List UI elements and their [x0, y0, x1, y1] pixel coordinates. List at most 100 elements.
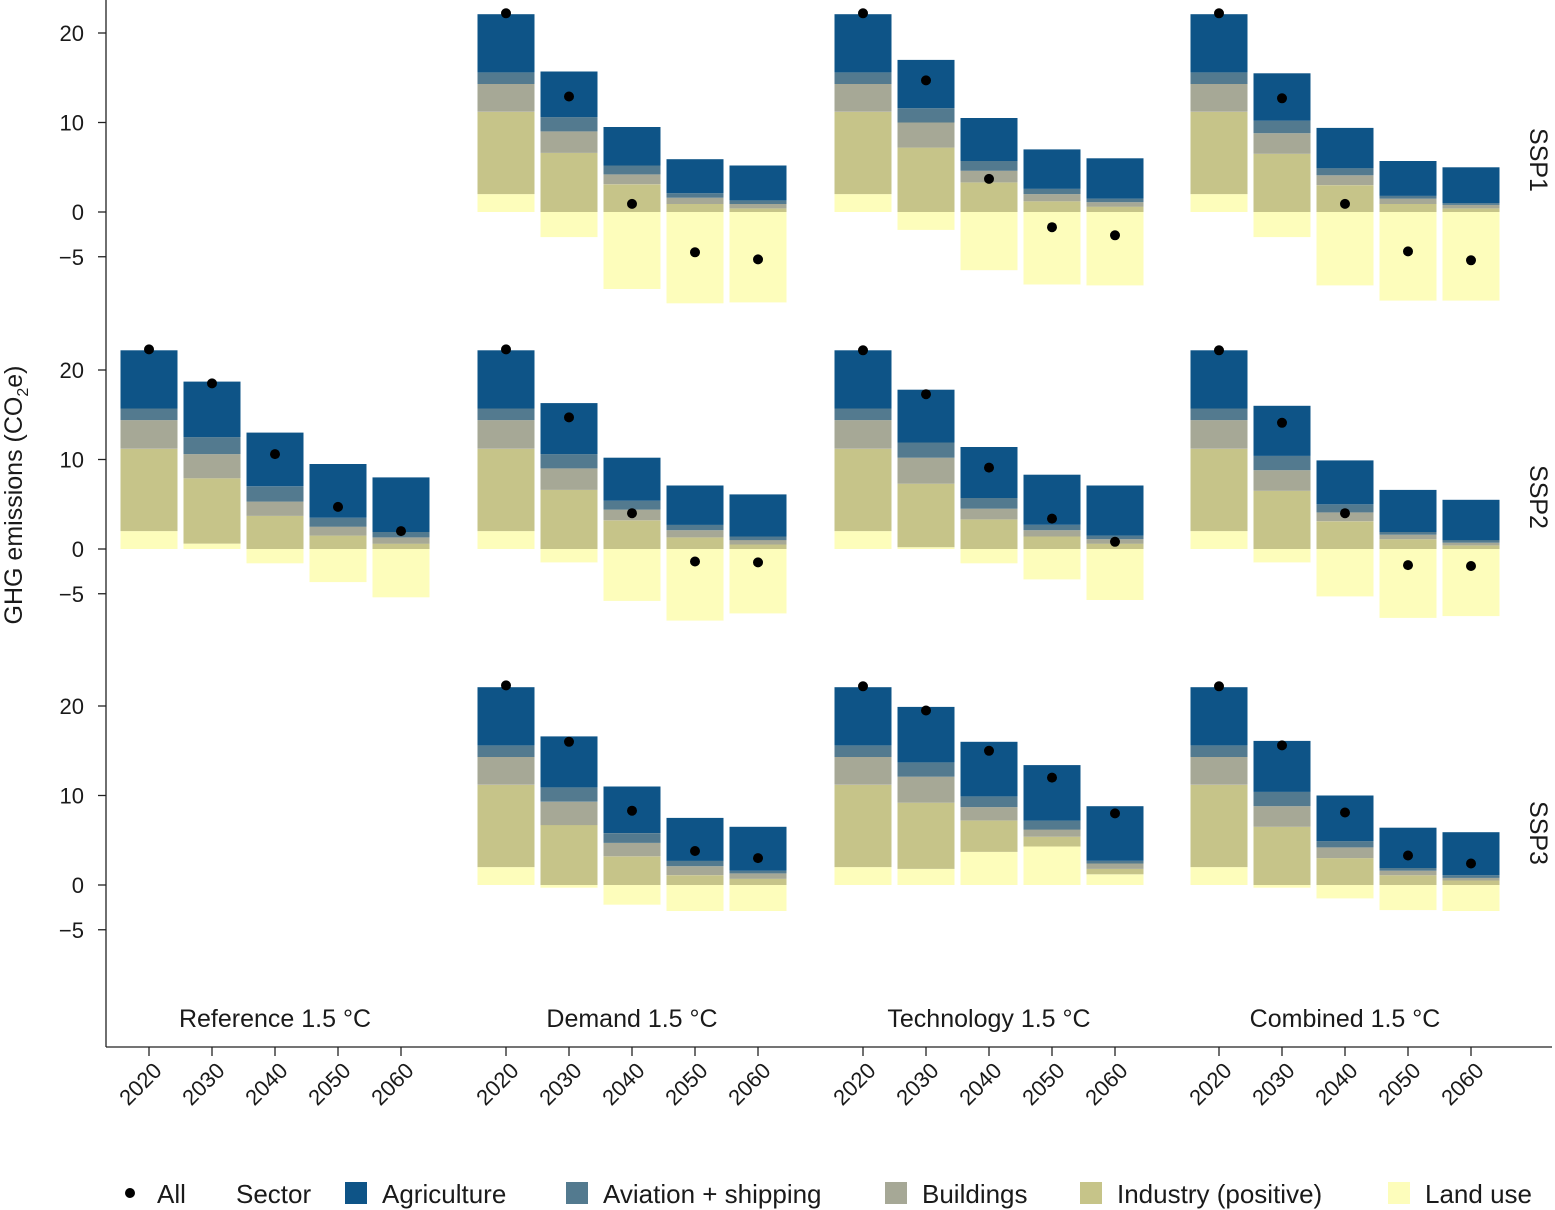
- all-point-ssp2-2040: [1340, 508, 1350, 519]
- bar-segment-land-ssp1-2050: [666, 212, 724, 304]
- y-tick-label: 0: [72, 537, 84, 562]
- legend-sector-heading: Sector: [236, 1179, 311, 1209]
- bar-segment-buildings-ssp3-2020: [834, 757, 892, 785]
- bar-segment-buildings-ssp2-2030: [540, 468, 598, 490]
- bar-segment-aviation-ssp1-2040: [603, 165, 661, 175]
- all-point-ssp2-2030: [921, 389, 931, 400]
- bar-segment-agriculture-ssp2-2040: [246, 432, 304, 487]
- all-point-ssp2-2050: [1047, 513, 1057, 524]
- bar-segment-land-ssp3-2060: [1442, 885, 1500, 911]
- bar-segment-aviation-ssp3-2050: [1379, 868, 1437, 871]
- x-tick-label: 2060: [1080, 1058, 1132, 1110]
- bar-segment-land-ssp1-2030: [1253, 212, 1311, 238]
- bar-segment-industry-ssp2-2050: [309, 535, 367, 549]
- row-label-ssp3: SSP3: [1524, 801, 1552, 865]
- x-tick-label: 2040: [1310, 1058, 1362, 1110]
- points-layer: [144, 8, 1476, 869]
- bar-segment-buildings-ssp1-2050: [666, 197, 724, 204]
- y-tick-label: −5: [59, 918, 84, 943]
- bar-segment-buildings-ssp1-2050: [1023, 194, 1081, 202]
- bar-segment-aviation-ssp3-2040: [1316, 841, 1374, 848]
- bar-segment-land-ssp3-2050: [1379, 885, 1437, 911]
- bar-segment-industry-ssp2-2050: [1379, 539, 1437, 549]
- all-point-ssp3-2040: [984, 745, 994, 756]
- y-tick-label: −5: [59, 245, 84, 270]
- all-point-ssp2-2030: [207, 378, 217, 389]
- bar-segment-agriculture-ssp3-2060: [1442, 832, 1500, 876]
- all-point-ssp1-2050: [690, 247, 700, 258]
- y-tick-label: −5: [59, 582, 84, 607]
- bar-segment-buildings-ssp2-2020: [834, 420, 892, 449]
- bar-segment-land-ssp2-2040: [1316, 549, 1374, 597]
- y-tick-label: 20: [60, 358, 84, 383]
- row-label-ssp1: SSP1: [1524, 128, 1552, 192]
- bar-segment-industry-ssp3-2050: [666, 875, 724, 885]
- x-tick-label: 2020: [114, 1058, 166, 1110]
- bar-segment-aviation-ssp2-2040: [960, 498, 1018, 509]
- bar-segment-industry-ssp1-2020: [477, 111, 535, 195]
- bar-segment-aviation-ssp3-2040: [960, 796, 1018, 808]
- all-point-ssp3-2050: [1047, 772, 1057, 783]
- legend-all-label: All: [157, 1179, 186, 1209]
- bar-segment-industry-ssp3-2020: [1190, 784, 1248, 868]
- bar-segment-buildings-ssp1-2060: [1086, 202, 1144, 207]
- bar-segment-land-ssp2-2020: [120, 531, 178, 549]
- bar-segment-buildings-ssp2-2050: [1379, 534, 1437, 540]
- bar-segment-land-ssp3-2020: [834, 867, 892, 885]
- bar-segment-buildings-ssp1-2030: [540, 131, 598, 153]
- all-point-ssp2-2020: [1214, 345, 1224, 356]
- all-point-ssp2-2060: [1110, 536, 1120, 547]
- bar-segment-agriculture-ssp2-2020: [477, 350, 535, 409]
- bar-segment-agriculture-ssp1-2050: [1379, 161, 1437, 196]
- bar-segment-agriculture-ssp2-2060: [729, 494, 787, 537]
- bar-segment-buildings-ssp2-2030: [183, 454, 241, 479]
- bar-segment-land-ssp2-2030: [540, 549, 598, 563]
- all-point-ssp3-2060: [1466, 858, 1476, 869]
- bar-segment-industry-ssp1-2050: [666, 203, 724, 212]
- bar-segment-land-ssp2-2020: [477, 531, 535, 549]
- bar-segment-buildings-ssp1-2020: [1190, 84, 1248, 112]
- bar-segment-aviation-ssp1-2020: [834, 72, 892, 84]
- bar-segment-agriculture-ssp2-2030: [183, 381, 241, 438]
- bar-segment-buildings-ssp1-2030: [1253, 133, 1311, 154]
- bar-segment-aviation-ssp3-2050: [666, 860, 724, 867]
- bar-segment-industry-ssp3-2060: [729, 878, 787, 885]
- scenario-label: Combined 1.5 °C: [1250, 1005, 1441, 1033]
- bar-segment-buildings-ssp3-2030: [1253, 806, 1311, 827]
- all-point-ssp1-2060: [1110, 230, 1120, 241]
- y-tick-label: 20: [60, 694, 84, 719]
- bar-segment-aviation-ssp2-2020: [120, 408, 178, 421]
- bar-segment-buildings-ssp3-2050: [1379, 870, 1437, 876]
- scenario-label: Demand 1.5 °C: [546, 1005, 717, 1033]
- bar-segment-agriculture-ssp3-2020: [477, 687, 535, 746]
- all-point-ssp3-2030: [564, 736, 574, 747]
- bar-segment-industry-ssp2-2020: [1190, 448, 1248, 532]
- bar-segment-land-ssp1-2030: [897, 212, 955, 230]
- bar-segment-agriculture-ssp2-2050: [666, 485, 724, 525]
- bar-segment-agriculture-ssp2-2050: [1379, 489, 1437, 532]
- bar-segment-land-ssp2-2060: [372, 549, 430, 598]
- all-point-ssp1-2050: [1047, 222, 1057, 233]
- bar-segment-agriculture-ssp2-2020: [1190, 350, 1248, 409]
- bar-segment-industry-ssp2-2060: [372, 543, 430, 549]
- bar-segment-industry-ssp1-2030: [897, 147, 955, 212]
- x-tick-label: 2050: [1373, 1058, 1425, 1110]
- y-tick-label: 0: [72, 873, 84, 898]
- all-point-ssp1-2020: [501, 8, 511, 19]
- bar-segment-industry-ssp2-2050: [666, 537, 724, 549]
- bar-segment-land-ssp2-2050: [309, 549, 367, 583]
- bar-segment-land-ssp3-2040: [603, 885, 661, 905]
- bar-segment-agriculture-ssp2-2040: [1316, 460, 1374, 505]
- axes-layer: [98, 0, 1552, 1056]
- bar-segment-aviation-ssp2-2040: [603, 500, 661, 510]
- bar-segment-land-ssp3-2030: [1253, 885, 1311, 888]
- bar-segment-land-ssp1-2030: [540, 212, 598, 238]
- y-tick-label: 10: [60, 784, 84, 809]
- bar-segment-aviation-ssp3-2060: [1442, 875, 1500, 878]
- bar-segment-land-ssp3-2060: [1086, 874, 1144, 885]
- all-point-ssp1-2040: [627, 198, 637, 209]
- all-point-ssp2-2020: [144, 344, 154, 355]
- bar-segment-aviation-ssp1-2060: [729, 200, 787, 204]
- bar-segment-aviation-ssp1-2020: [1190, 72, 1248, 84]
